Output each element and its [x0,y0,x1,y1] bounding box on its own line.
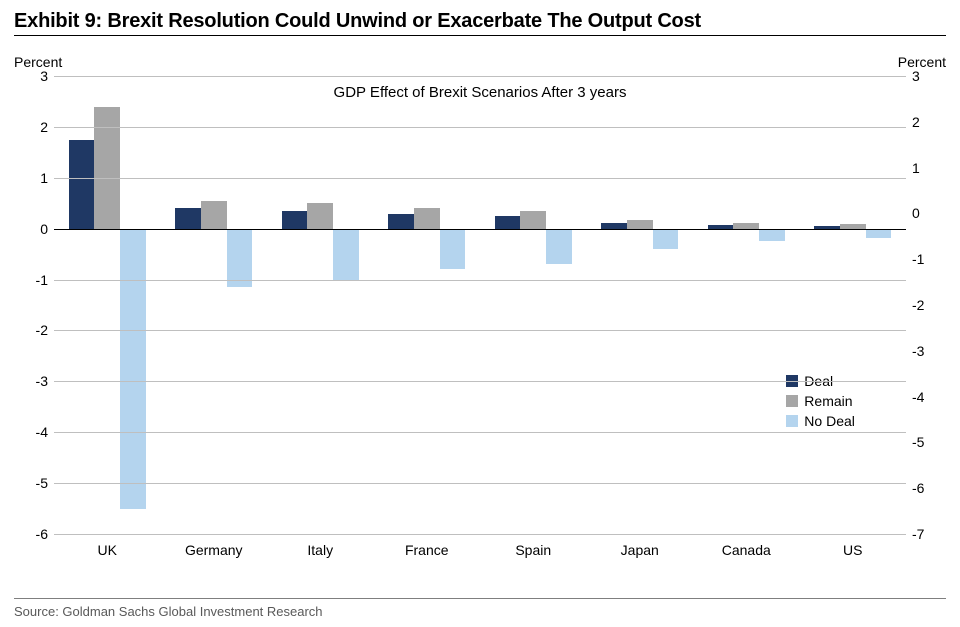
grid-line [54,483,906,484]
grid-line [54,280,906,281]
grid-line [54,127,906,128]
grid-line [54,330,906,331]
grid-line [54,381,906,382]
ytick-right: 1 [912,160,938,176]
grid-line [54,534,906,535]
x-category-label: France [405,542,449,558]
ytick-left: -2 [22,322,48,338]
plot-area: GDP Effect of Brexit Scenarios After 3 y… [54,76,906,534]
legend-label: No Deal [804,413,855,429]
ytick-right: -4 [912,389,938,405]
ytick-right: -7 [912,526,938,542]
legend-label: Remain [804,393,852,409]
x-category-label: Canada [722,542,771,558]
ytick-right: -6 [912,480,938,496]
bar-deal [69,140,95,229]
exhibit-title: Exhibit 9: Brexit Resolution Could Unwin… [0,0,960,35]
ytick-right: 3 [912,68,938,84]
ytick-left: 0 [22,221,48,237]
grid-line [54,432,906,433]
ytick-left: 2 [22,119,48,135]
bar-no-deal [866,229,892,238]
ytick-right: -1 [912,251,938,267]
bar-no-deal [653,229,679,249]
ytick-right: -5 [912,434,938,450]
ytick-left: 3 [22,68,48,84]
ytick-right: 0 [912,205,938,221]
bar-deal [282,211,308,229]
bar-no-deal [440,229,466,270]
x-category-label: UK [98,542,117,558]
bar-remain [520,211,546,229]
bar-remain [627,220,653,229]
bar-remain [201,201,227,229]
ytick-right: 2 [912,114,938,130]
x-category-label: US [843,542,862,558]
ytick-right: -2 [912,297,938,313]
legend-row: No Deal [786,413,855,429]
ytick-left: -5 [22,475,48,491]
title-divider [14,35,946,36]
x-category-label: Germany [185,542,243,558]
ytick-left: -6 [22,526,48,542]
legend-swatch [786,395,798,407]
bar-remain [94,107,120,229]
bar-no-deal [333,229,359,280]
bar-deal [388,214,414,228]
grid-line [54,178,906,179]
x-category-label: Japan [621,542,659,558]
bar-deal [495,216,521,229]
legend-swatch [786,415,798,427]
grid-line [54,76,906,77]
bars-area [54,76,906,534]
x-category-label: Spain [515,542,551,558]
ytick-left: -4 [22,424,48,440]
bar-deal [175,208,201,228]
ytick-left: -1 [22,272,48,288]
bar-no-deal [120,229,146,509]
bar-no-deal [227,229,253,288]
ytick-left: -3 [22,373,48,389]
ytick-right: -3 [912,343,938,359]
bar-no-deal [759,229,785,242]
x-category-label: Italy [307,542,333,558]
bar-remain [414,208,440,228]
bar-remain [307,203,333,228]
chart-container: Percent Percent GDP Effect of Brexit Sce… [14,54,946,574]
ytick-left: 1 [22,170,48,186]
baseline [54,229,906,230]
source-divider [14,598,946,599]
bar-no-deal [546,229,572,265]
source-text: Source: Goldman Sachs Global Investment … [14,604,323,619]
legend-row: Remain [786,393,855,409]
